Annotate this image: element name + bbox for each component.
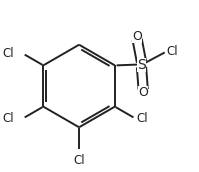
Text: O: O [138, 86, 148, 99]
Text: S: S [137, 57, 146, 72]
Text: Cl: Cl [73, 154, 85, 167]
Text: Cl: Cl [2, 47, 14, 60]
Text: Cl: Cl [2, 112, 14, 125]
Text: O: O [132, 30, 142, 43]
Text: Cl: Cl [166, 45, 178, 58]
Text: Cl: Cl [137, 112, 148, 125]
